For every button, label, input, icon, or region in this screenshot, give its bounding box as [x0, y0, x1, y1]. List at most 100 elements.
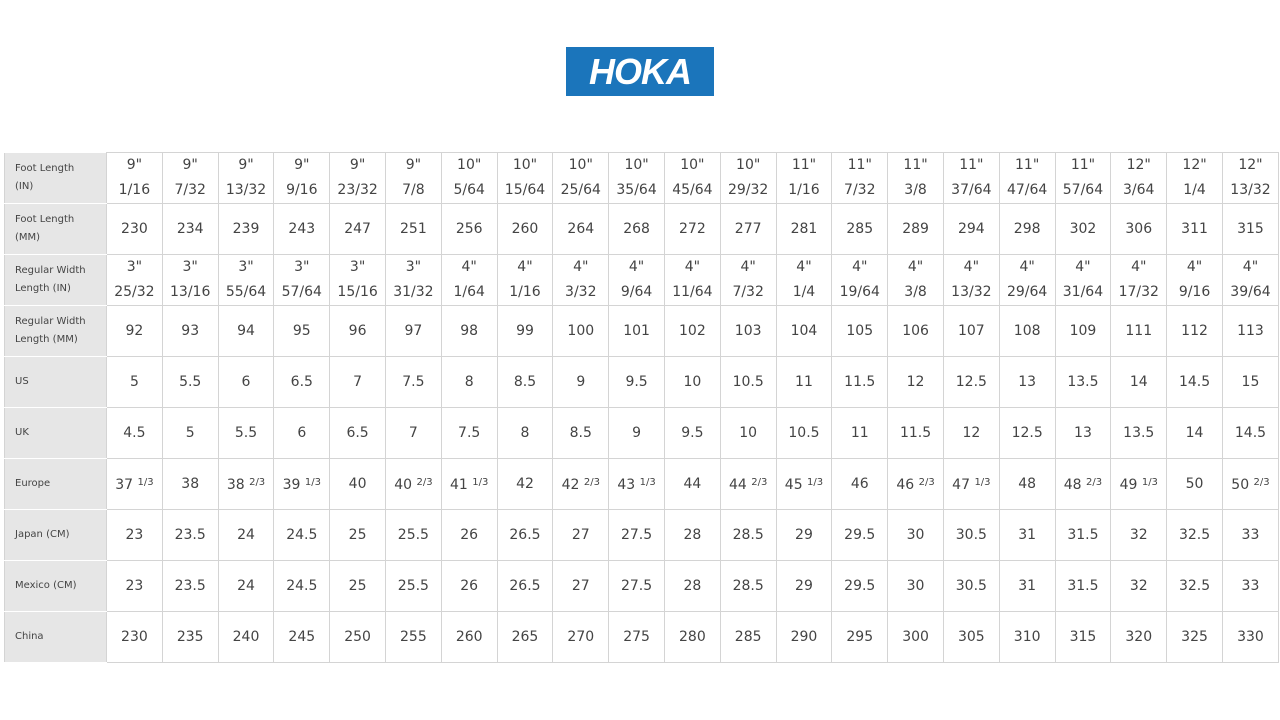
size-cell: 38: [161, 458, 219, 510]
size-cell: 28.5: [719, 509, 777, 561]
size-cell: 5.5: [161, 356, 219, 408]
size-cell: 25.5: [384, 560, 442, 612]
size-cell: 289: [887, 203, 944, 255]
table-row: US 5 5.5 6 6.5 7 7.5 8 8.5 9 9.5 10 10.5 11 11.5 12 12.5…: [4, 356, 1280, 408]
size-cell: 49 1/3: [1110, 458, 1168, 510]
row-header: Regular Width Length (IN): [4, 254, 107, 306]
size-cell: 32: [1110, 560, 1168, 612]
size-cell: 10: [663, 356, 721, 408]
size-cell: 15: [1221, 356, 1280, 408]
size-cell: 315: [1054, 611, 1112, 663]
size-cell: 311: [1166, 203, 1223, 255]
size-cell: 46 2/3: [887, 458, 944, 510]
size-cell: 9" 9/16: [273, 152, 331, 204]
size-cell: 294: [942, 203, 1000, 255]
size-cell: 48: [998, 458, 1056, 510]
size-cell: 10" 29/32: [719, 152, 777, 204]
size-cell: 38 2/3: [217, 458, 275, 510]
size-cell: 243: [273, 203, 331, 255]
size-cell: 29.5: [831, 509, 889, 561]
size-cell: 96: [329, 305, 386, 357]
size-cell: 5.5: [217, 407, 275, 459]
size-cell: 275: [608, 611, 665, 663]
size-cell: 330: [1221, 611, 1280, 663]
size-cell: 245: [273, 611, 331, 663]
size-cell: 24.5: [273, 560, 331, 612]
size-cell: 50: [1166, 458, 1223, 510]
size-cell: 24.5: [273, 509, 331, 561]
size-cell: 6.5: [273, 356, 331, 408]
size-cell: 9" 13/32: [217, 152, 275, 204]
table-row: Foot Length (MM) 230 234 239 243 247 251 256 260 2…: [4, 203, 1280, 255]
size-cell: 47 1/3: [942, 458, 1000, 510]
size-cell: 3" 25/32: [106, 254, 163, 306]
row-header: Regular Width Length (MM): [4, 305, 107, 357]
size-cell: 45 1/3: [775, 458, 833, 510]
size-cell: 108: [998, 305, 1056, 357]
size-cell: 23.5: [161, 509, 219, 561]
size-cell: 3" 31/32: [384, 254, 442, 306]
size-cell: 99: [496, 305, 554, 357]
size-cell: 23: [106, 509, 163, 561]
size-cell: 11" 1/16: [775, 152, 833, 204]
size-cell: 11: [775, 356, 833, 408]
size-cell: 41 1/3: [440, 458, 498, 510]
size-cell: 7: [384, 407, 442, 459]
size-cell: 33: [1221, 560, 1280, 612]
size-cell: 10.5: [719, 356, 777, 408]
size-cell: 268: [608, 203, 665, 255]
size-cell: 8.5: [552, 407, 610, 459]
size-cell: 4" 9/16: [1166, 254, 1223, 306]
size-cell: 4" 31/64: [1054, 254, 1112, 306]
size-cell: 9" 1/16: [106, 152, 163, 204]
size-cell: 12.5: [998, 407, 1056, 459]
size-cell: 106: [887, 305, 944, 357]
size-cell: 26.5: [496, 509, 554, 561]
size-cell: 32: [1110, 509, 1168, 561]
size-cell: 107: [942, 305, 1000, 357]
size-cell: 28: [663, 509, 721, 561]
size-cell: 4" 29/64: [998, 254, 1056, 306]
size-cell: 11" 3/8: [887, 152, 944, 204]
logo-text: HOKA: [589, 50, 692, 92]
size-cell: 100: [552, 305, 610, 357]
row-header: Japan (CM): [4, 509, 107, 561]
size-cell: 4" 7/32: [719, 254, 777, 306]
size-cell: 27: [552, 509, 610, 561]
size-cell: 256: [440, 203, 498, 255]
size-cell: 230: [106, 203, 163, 255]
size-cell: 44: [663, 458, 721, 510]
size-cell: 4" 39/64: [1221, 254, 1280, 306]
size-cell: 42: [496, 458, 554, 510]
size-cell: 6: [273, 407, 331, 459]
size-cell: 29.5: [831, 560, 889, 612]
size-cell: 24: [217, 560, 275, 612]
size-cell: 24: [217, 509, 275, 561]
row-header: Europe: [4, 458, 107, 510]
size-cell: 95: [273, 305, 331, 357]
size-cell: 27: [552, 560, 610, 612]
size-cell: 6: [217, 356, 275, 408]
size-cell: 12.5: [942, 356, 1000, 408]
size-cell: 14: [1166, 407, 1223, 459]
size-cell: 11.5: [887, 407, 944, 459]
row-header: China: [4, 611, 107, 663]
size-cell: 105: [831, 305, 889, 357]
size-cell: 272: [663, 203, 721, 255]
size-cell: 7.5: [384, 356, 442, 408]
size-cell: 9.5: [608, 356, 665, 408]
size-cell: 10" 15/64: [496, 152, 554, 204]
table-row: Regular Width Length (IN) 3" 25/32 3" 13/16 3"…: [4, 254, 1280, 306]
size-cell: 26.5: [496, 560, 554, 612]
size-cell: 250: [329, 611, 386, 663]
size-cell: 4" 9/64: [608, 254, 665, 306]
size-cell: 4" 1/16: [496, 254, 554, 306]
size-cell: 28: [663, 560, 721, 612]
size-cell: 32.5: [1166, 509, 1223, 561]
row-header: UK: [4, 407, 107, 459]
size-cell: 11: [831, 407, 889, 459]
size-cell: 12: [887, 356, 944, 408]
table-row: UK 4.5 5 5.5 6 6.5 7 7.5 8 8.5 9 9.5 10 10.5 11 11.5 12 1…: [4, 407, 1280, 459]
size-cell: 13: [998, 356, 1056, 408]
size-cell: 4" 3/32: [552, 254, 610, 306]
